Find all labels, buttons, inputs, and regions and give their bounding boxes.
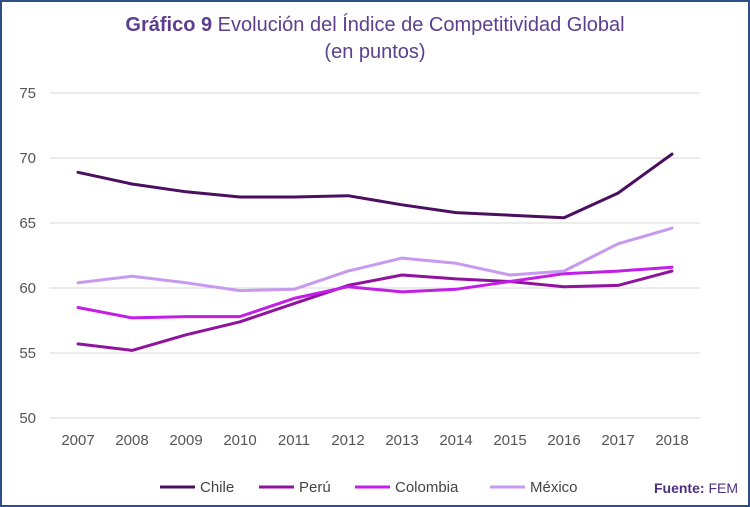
series-line-méxico bbox=[76, 226, 674, 293]
x-tick-label: 2017 bbox=[601, 432, 634, 449]
x-tick-label: 2015 bbox=[493, 432, 526, 449]
x-tick-label: 2012 bbox=[331, 432, 364, 449]
legend-label: México bbox=[530, 479, 578, 496]
x-tick-label: 2010 bbox=[223, 432, 256, 449]
series-line-chile bbox=[76, 152, 674, 220]
series-line-perú bbox=[76, 269, 674, 352]
y-tick-label: 75 bbox=[19, 85, 36, 102]
x-tick-label: 2009 bbox=[169, 432, 202, 449]
source-value: FEM bbox=[708, 480, 738, 496]
chart-title: Gráfico 9 Evolución del Índice de Compet… bbox=[0, 12, 750, 66]
figure-number: Gráfico 9 bbox=[125, 14, 213, 36]
x-tick-label: 2008 bbox=[115, 432, 148, 449]
x-tick-label: 2018 bbox=[655, 432, 688, 449]
legend-label: Colombia bbox=[395, 479, 459, 496]
y-tick-label: 60 bbox=[19, 280, 36, 297]
legend-label: Perú bbox=[299, 479, 331, 496]
x-tick-label: 2011 bbox=[278, 432, 310, 449]
x-tick-label: 2014 bbox=[439, 432, 472, 449]
y-tick-label: 70 bbox=[19, 150, 36, 167]
source-label: Fuente: bbox=[653, 480, 705, 496]
x-tick-label: 2013 bbox=[385, 432, 418, 449]
x-tick-label: 2016 bbox=[547, 432, 580, 449]
y-tick-label: 55 bbox=[19, 345, 36, 362]
x-tick-label: 2007 bbox=[61, 432, 94, 449]
series-line-colombia bbox=[76, 265, 674, 320]
title-text: Evolución del Índice de Competitividad G… bbox=[217, 14, 625, 36]
y-tick-label: 50 bbox=[19, 410, 36, 427]
legend-label: Chile bbox=[200, 479, 234, 496]
y-tick-label: 65 bbox=[19, 215, 36, 232]
source-note: Fuente: FEM bbox=[654, 480, 738, 496]
chart-subtitle: (en puntos) bbox=[324, 41, 426, 63]
